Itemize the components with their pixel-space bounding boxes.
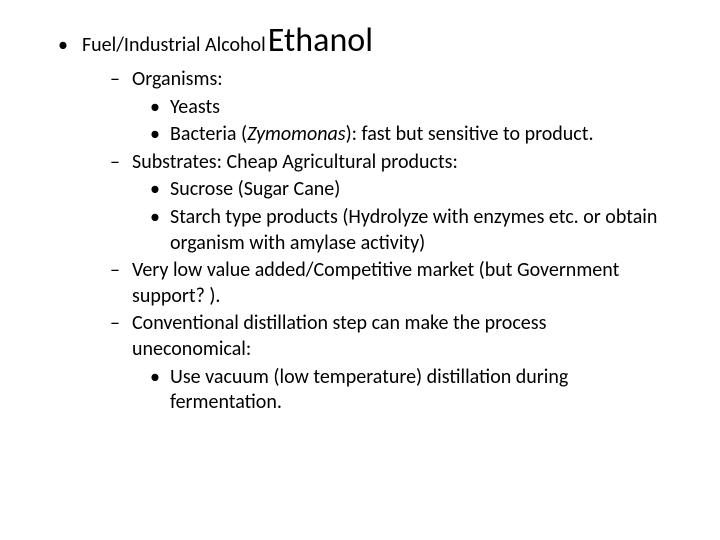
list-item: Sucrose (Sugar Cane) [150,177,670,203]
list-item: Conventional distillation step can make … [110,311,670,415]
list-item: Starch type products (Hydrolyze with enz… [150,205,670,256]
slide-content: • Fuel/Industrial Alcohol Ethanol Organi… [0,0,720,448]
list-item: Very low value added/Competitive market … [110,258,670,309]
item-text: Organisms: [132,67,223,91]
item-prefix: Bacteria ( [170,122,247,146]
item-suffix: ): fast but sensitive to product. [346,122,594,146]
list-item: Organisms: Yeasts Bacteria (Zymomonas): … [110,67,670,148]
item-text: Starch type products (Hydrolyze with enz… [170,205,657,255]
lead-bullet: • [58,33,68,57]
list-item: Bacteria (Zymomonas): fast but sensitive… [150,122,670,148]
slide-title: Ethanol [268,20,373,61]
item-text: Conventional distillation step can make … [132,311,546,361]
outline-level2: Yeasts Bacteria (Zymomonas): fast but se… [150,95,670,148]
outline-level1: Organisms: Yeasts Bacteria (Zymomonas): … [110,67,670,416]
item-text: Yeasts [170,95,220,119]
item-text: Very low value added/Competitive market … [132,258,619,308]
outline-level2: Sucrose (Sugar Cane) Starch type product… [150,177,670,256]
item-text: Sucrose (Sugar Cane) [170,177,340,201]
item-text: Use vacuum (low temperature) distillatio… [170,365,568,415]
list-item: Use vacuum (low temperature) distillatio… [150,365,670,416]
list-item: Substrates: Cheap Agricultural products:… [110,150,670,256]
list-item: Yeasts [150,95,670,121]
lead-text: Fuel/Industrial Alcohol [82,33,266,57]
item-italic: Zymomonas [247,122,345,146]
outline-level2: Use vacuum (low temperature) distillatio… [150,365,670,416]
item-text: Substrates: Cheap Agricultural products: [132,150,458,174]
title-row: • Fuel/Industrial Alcohol Ethanol [50,20,670,61]
